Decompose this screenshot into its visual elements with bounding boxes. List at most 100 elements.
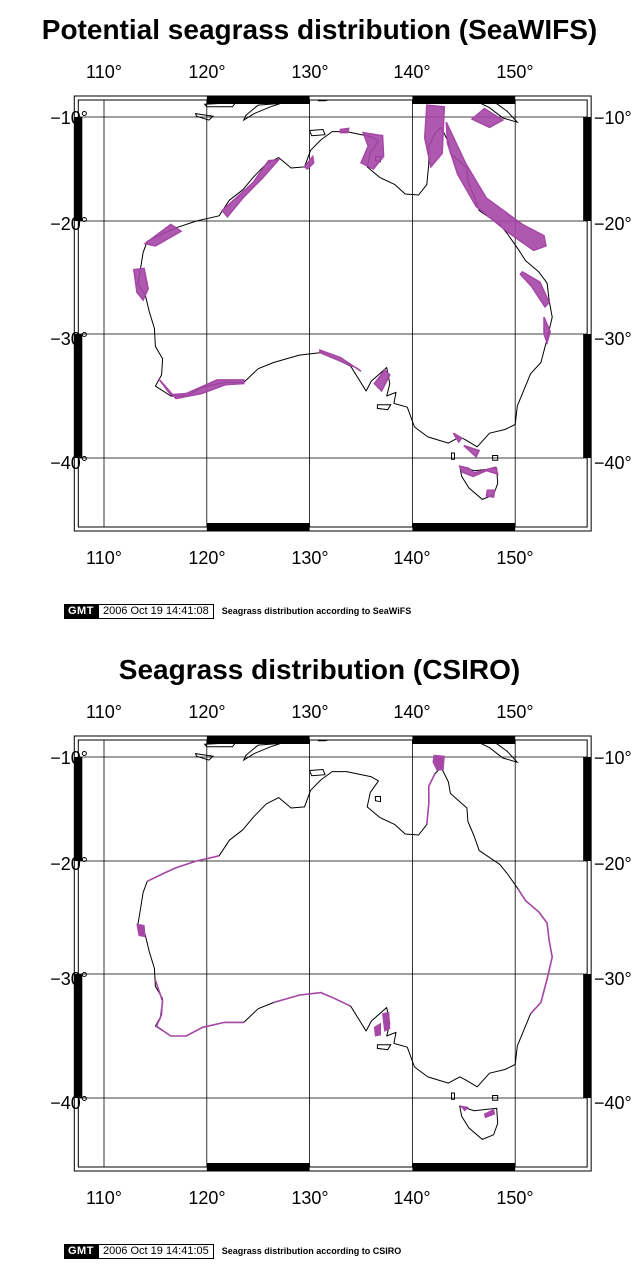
map-figure: 110° 120° 130° 140° 150° 110° 120° 130° … [50, 702, 632, 1208]
map-panel-csiro: Seagrass distribution (CSIRO) 110° 120° … [0, 640, 639, 1280]
lon-tick-label: 120° [188, 1188, 225, 1208]
lon-tick-labels-bottom: 110° 120° 130° 140° 150° [86, 548, 534, 568]
seagrass-patch [132, 267, 149, 302]
lat-tick-label: −20° [50, 854, 88, 874]
lat-tick-label: −30° [594, 969, 632, 989]
lon-tick-label: 120° [188, 62, 225, 82]
seagrass-patch [463, 444, 481, 459]
seagrass-coastal-strip [517, 888, 554, 1015]
frame-segment [412, 1163, 516, 1171]
seagrass-patch [157, 378, 245, 400]
lon-tick-labels-top: 110° 120° 130° 140° 150° [86, 702, 534, 722]
map-frame-outer [73, 95, 592, 532]
lon-tick-label: 140° [393, 548, 430, 568]
lat-tick-label: −30° [50, 329, 88, 349]
lat-tick-labels-left: −10° −20° −30° −40° [50, 108, 88, 473]
frame-segment [74, 757, 83, 861]
seagrass-patch [303, 154, 315, 170]
lat-tick-label: −30° [594, 329, 632, 349]
lon-tick-label: 150° [496, 1188, 533, 1208]
sumba-coastline [194, 112, 215, 121]
seagrass-patch [458, 465, 499, 478]
frame-segment [583, 974, 592, 1098]
lon-tick-label: 130° [291, 548, 328, 568]
tiwi-islands [308, 128, 326, 137]
seagrass-patch [143, 223, 183, 247]
lon-tick-label: 140° [393, 702, 430, 722]
lat-tick-labels-right: −10° −20° −30° −40° [594, 748, 632, 1113]
new-guinea-coastline [422, 99, 519, 124]
seagrass-patch [445, 121, 547, 252]
seagrass-patch [373, 368, 391, 393]
gmt-timestamp: GMT 2006 Oct 19 14:41:08 Seagrass distri… [64, 603, 411, 619]
lat-tick-label: −10° [594, 108, 632, 128]
seagrass-patch [452, 432, 463, 444]
lat-tick-labels-right: −10° −20° −30° −40° [594, 108, 632, 473]
seagrass-patch [483, 1108, 496, 1119]
seagrass-patch [221, 158, 281, 218]
lon-tick-label: 150° [496, 702, 533, 722]
lat-tick-label: −40° [594, 453, 632, 473]
timor-coastline [242, 742, 281, 762]
lon-tick-labels-top: 110° 120° 130° 140° 150° [86, 62, 534, 82]
tiwi-islands [308, 768, 326, 777]
seagrass-coastal-strip [273, 991, 352, 1007]
lat-tick-label: −10° [594, 748, 632, 768]
tanimbar-coastline [317, 99, 329, 102]
seagrass-patch [485, 489, 496, 498]
groote-eylandt [374, 796, 381, 803]
map-frame [73, 95, 592, 532]
frame-segment [412, 523, 516, 531]
lon-tick-label: 120° [188, 702, 225, 722]
seagrass-coastal-strip [426, 773, 436, 825]
flinders-island [492, 455, 499, 461]
gmt-timestamp: GMT 2006 Oct 19 14:41:05 Seagrass distri… [64, 1243, 401, 1259]
lat-tick-labels-left: −10° −20° −30° −40° [50, 748, 88, 1113]
lon-tick-label: 110° [86, 548, 122, 568]
lon-tick-label: 110° [86, 702, 122, 722]
seagrass-patch [136, 923, 146, 938]
map-panel-seawifs: Potential seagrass distribution (SeaWIFS… [0, 0, 639, 640]
timor-coastline [242, 102, 281, 122]
seagrass-patch [319, 349, 362, 372]
king-island [451, 1092, 455, 1100]
flores-coastline [203, 742, 237, 748]
lon-tick-label: 110° [86, 62, 122, 82]
lon-tick-label: 120° [188, 548, 225, 568]
seagrass-patch [543, 316, 551, 346]
graticule [78, 740, 588, 1167]
seagrass-coastal-strip [154, 979, 244, 1037]
frame-segment [583, 334, 592, 458]
lon-tick-label: 140° [393, 62, 430, 82]
lon-tick-label: 130° [291, 702, 328, 722]
stamp-datetime: 2006 Oct 19 14:41:05 [97, 1243, 214, 1259]
map-title: Potential seagrass distribution (SeaWIFS… [41, 14, 598, 45]
lon-tick-label: 130° [291, 62, 328, 82]
lon-tick-labels-bottom: 110° 120° 130° 140° 150° [86, 1188, 534, 1208]
map-frame-outer [73, 735, 592, 1172]
lon-tick-label: 140° [393, 1188, 430, 1208]
king-island [451, 452, 455, 460]
kangaroo-island [376, 404, 392, 411]
seagrass-patch [519, 270, 550, 309]
seagrass-patch [423, 104, 446, 169]
frame-segment [583, 117, 592, 221]
seagrass-patch [470, 107, 505, 129]
lat-tick-label: −20° [594, 214, 632, 234]
seagrass-patch [459, 1105, 469, 1112]
kangaroo-island [376, 1044, 392, 1051]
seagrass-patch [360, 131, 385, 170]
sumba-coastline [194, 752, 215, 761]
lat-tick-label: −10° [50, 748, 88, 768]
frame-segment [74, 974, 83, 1098]
map-frame-inner [77, 739, 588, 1168]
stamp-datetime: 2006 Oct 19 14:41:08 [97, 603, 214, 619]
mainland-coastline [137, 126, 553, 448]
lon-tick-label: 150° [496, 548, 533, 568]
seagrass-patch [339, 127, 350, 134]
tanimbar-coastline [317, 739, 329, 742]
graticule [78, 100, 588, 527]
lat-tick-label: −10° [50, 108, 88, 128]
map-frame-inner [77, 99, 588, 528]
lat-tick-label: −20° [50, 214, 88, 234]
